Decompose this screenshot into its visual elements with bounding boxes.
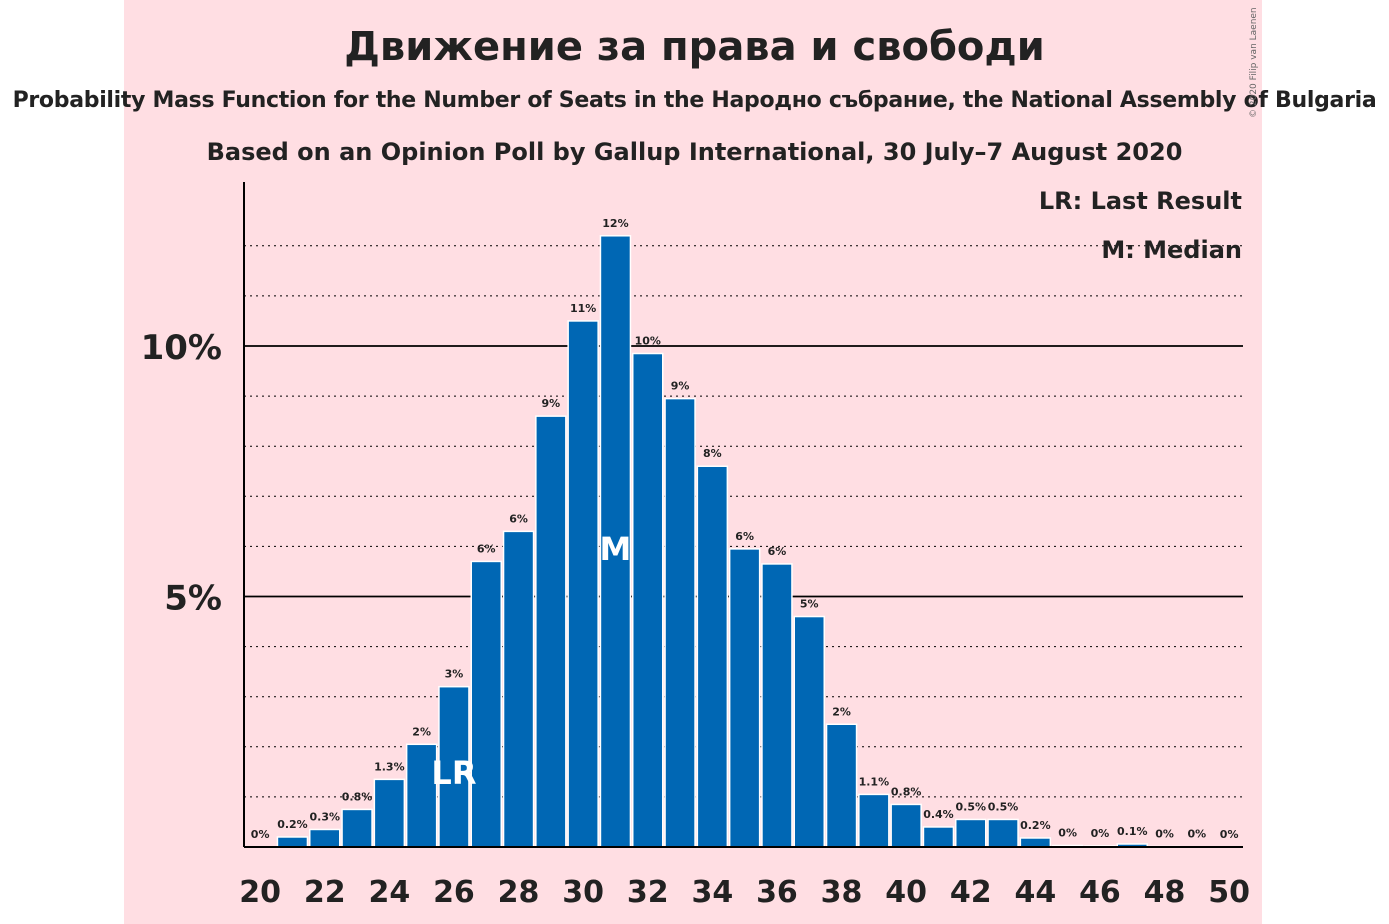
bar-value-label: 0.2% — [1020, 819, 1051, 832]
bar — [696, 465, 729, 848]
bar — [438, 685, 470, 848]
x-tick-label: 48 — [1144, 875, 1186, 910]
bar-value-label: 0% — [1155, 827, 1174, 840]
bar-value-label: 0.4% — [923, 808, 954, 821]
bar-value-label: 6% — [509, 512, 528, 525]
bar — [373, 778, 406, 848]
bar-value-label: 1.3% — [374, 760, 405, 773]
bar-value-label: 0% — [1188, 828, 1207, 841]
bar-value-label: 6% — [768, 545, 787, 558]
bar-value-label: 0.8% — [342, 790, 373, 803]
x-tick-label: 36 — [756, 875, 798, 910]
bar-value-label: 0.5% — [988, 800, 1019, 813]
bar-value-label: 0.3% — [309, 810, 340, 823]
bar — [502, 530, 535, 848]
bar — [728, 548, 761, 848]
bar-value-label: 11% — [570, 302, 596, 315]
bar — [341, 808, 373, 848]
bar — [632, 352, 664, 848]
bar-value-label: 6% — [477, 542, 496, 555]
x-tick-label: 24 — [368, 875, 410, 910]
bar-value-label: 3% — [445, 668, 464, 681]
x-tick-label: 34 — [691, 875, 733, 910]
bar — [664, 397, 696, 848]
y-tick-label: 5% — [164, 579, 222, 619]
bar-value-label: 0% — [1058, 826, 1077, 839]
bar — [858, 793, 890, 848]
bar-value-label: 9% — [542, 397, 561, 410]
x-tick-label: 26 — [433, 875, 475, 910]
bar — [276, 836, 309, 848]
bar — [987, 818, 1019, 848]
axes — [243, 182, 1243, 848]
x-tick-label: 46 — [1079, 875, 1121, 910]
bar-value-label: 6% — [735, 530, 754, 543]
bar-value-label: 8% — [703, 447, 722, 460]
legend-median: M: Median — [1101, 236, 1242, 264]
x-tick-label: 22 — [304, 875, 346, 910]
bar-value-label: 9% — [671, 380, 690, 393]
bar-value-label: 0.8% — [891, 785, 922, 798]
median-marker: M — [600, 530, 632, 568]
x-tick-label: 42 — [950, 875, 992, 910]
bar — [470, 560, 502, 848]
bar-value-label: 2% — [832, 705, 851, 718]
bar-value-label: 0.2% — [277, 818, 308, 831]
bar-value-label: 5% — [800, 598, 819, 611]
x-tick-label: 30 — [562, 875, 604, 910]
bar — [922, 826, 955, 848]
bar — [890, 803, 922, 848]
bar-value-label: 10% — [635, 335, 661, 348]
x-tick-label: 20 — [239, 875, 281, 910]
x-tick-labels: 20 22 24 26 28 30 32 34 36 38 40 42 44 46 48 50 — [239, 875, 1250, 910]
bar-value-label: 2% — [412, 725, 431, 738]
x-tick-label: 32 — [627, 875, 669, 910]
x-tick-label: 44 — [1014, 875, 1056, 910]
bar-value-label: 0% — [1091, 827, 1110, 840]
bar — [761, 563, 793, 848]
last-result-marker: LR — [431, 754, 476, 792]
chart-subtitle: Probability Mass Function for the Number… — [12, 88, 1377, 113]
bar — [567, 320, 599, 848]
y-tick-labels: 5% 10% — [141, 328, 222, 619]
bar — [825, 723, 858, 848]
bar — [955, 818, 987, 848]
chart-source: Based on an Opinion Poll by Gallup Inter… — [206, 138, 1183, 166]
x-tick-label: 40 — [885, 875, 927, 910]
marker-group: LR M — [431, 530, 631, 792]
bar — [1019, 837, 1052, 848]
bar-value-label: 12% — [602, 217, 628, 230]
x-tick-label: 50 — [1208, 875, 1250, 910]
legend-last-result: LR: Last Result — [1039, 187, 1242, 215]
bar — [535, 415, 567, 848]
bar-value-label: 1.1% — [859, 775, 890, 788]
bar-group — [276, 235, 1181, 848]
bar-value-label: 0.5% — [955, 800, 986, 813]
bar-value-label: 0.1% — [1117, 825, 1148, 838]
x-tick-label: 38 — [821, 875, 863, 910]
bar — [793, 615, 825, 848]
bar-label-group: 0%0.2%0.3%0.8%1.3%2%3%6%6%9%11%12%10%9%8… — [251, 217, 1239, 841]
bar — [309, 828, 341, 848]
legend: LR: Last Result M: Median — [1039, 187, 1242, 264]
y-tick-label: 10% — [141, 328, 222, 368]
x-tick-label: 28 — [498, 875, 540, 910]
bar-value-label: 0% — [251, 828, 270, 841]
bar-value-label: 0% — [1220, 828, 1239, 841]
chart-title: Движение за права и свободи — [344, 24, 1045, 70]
